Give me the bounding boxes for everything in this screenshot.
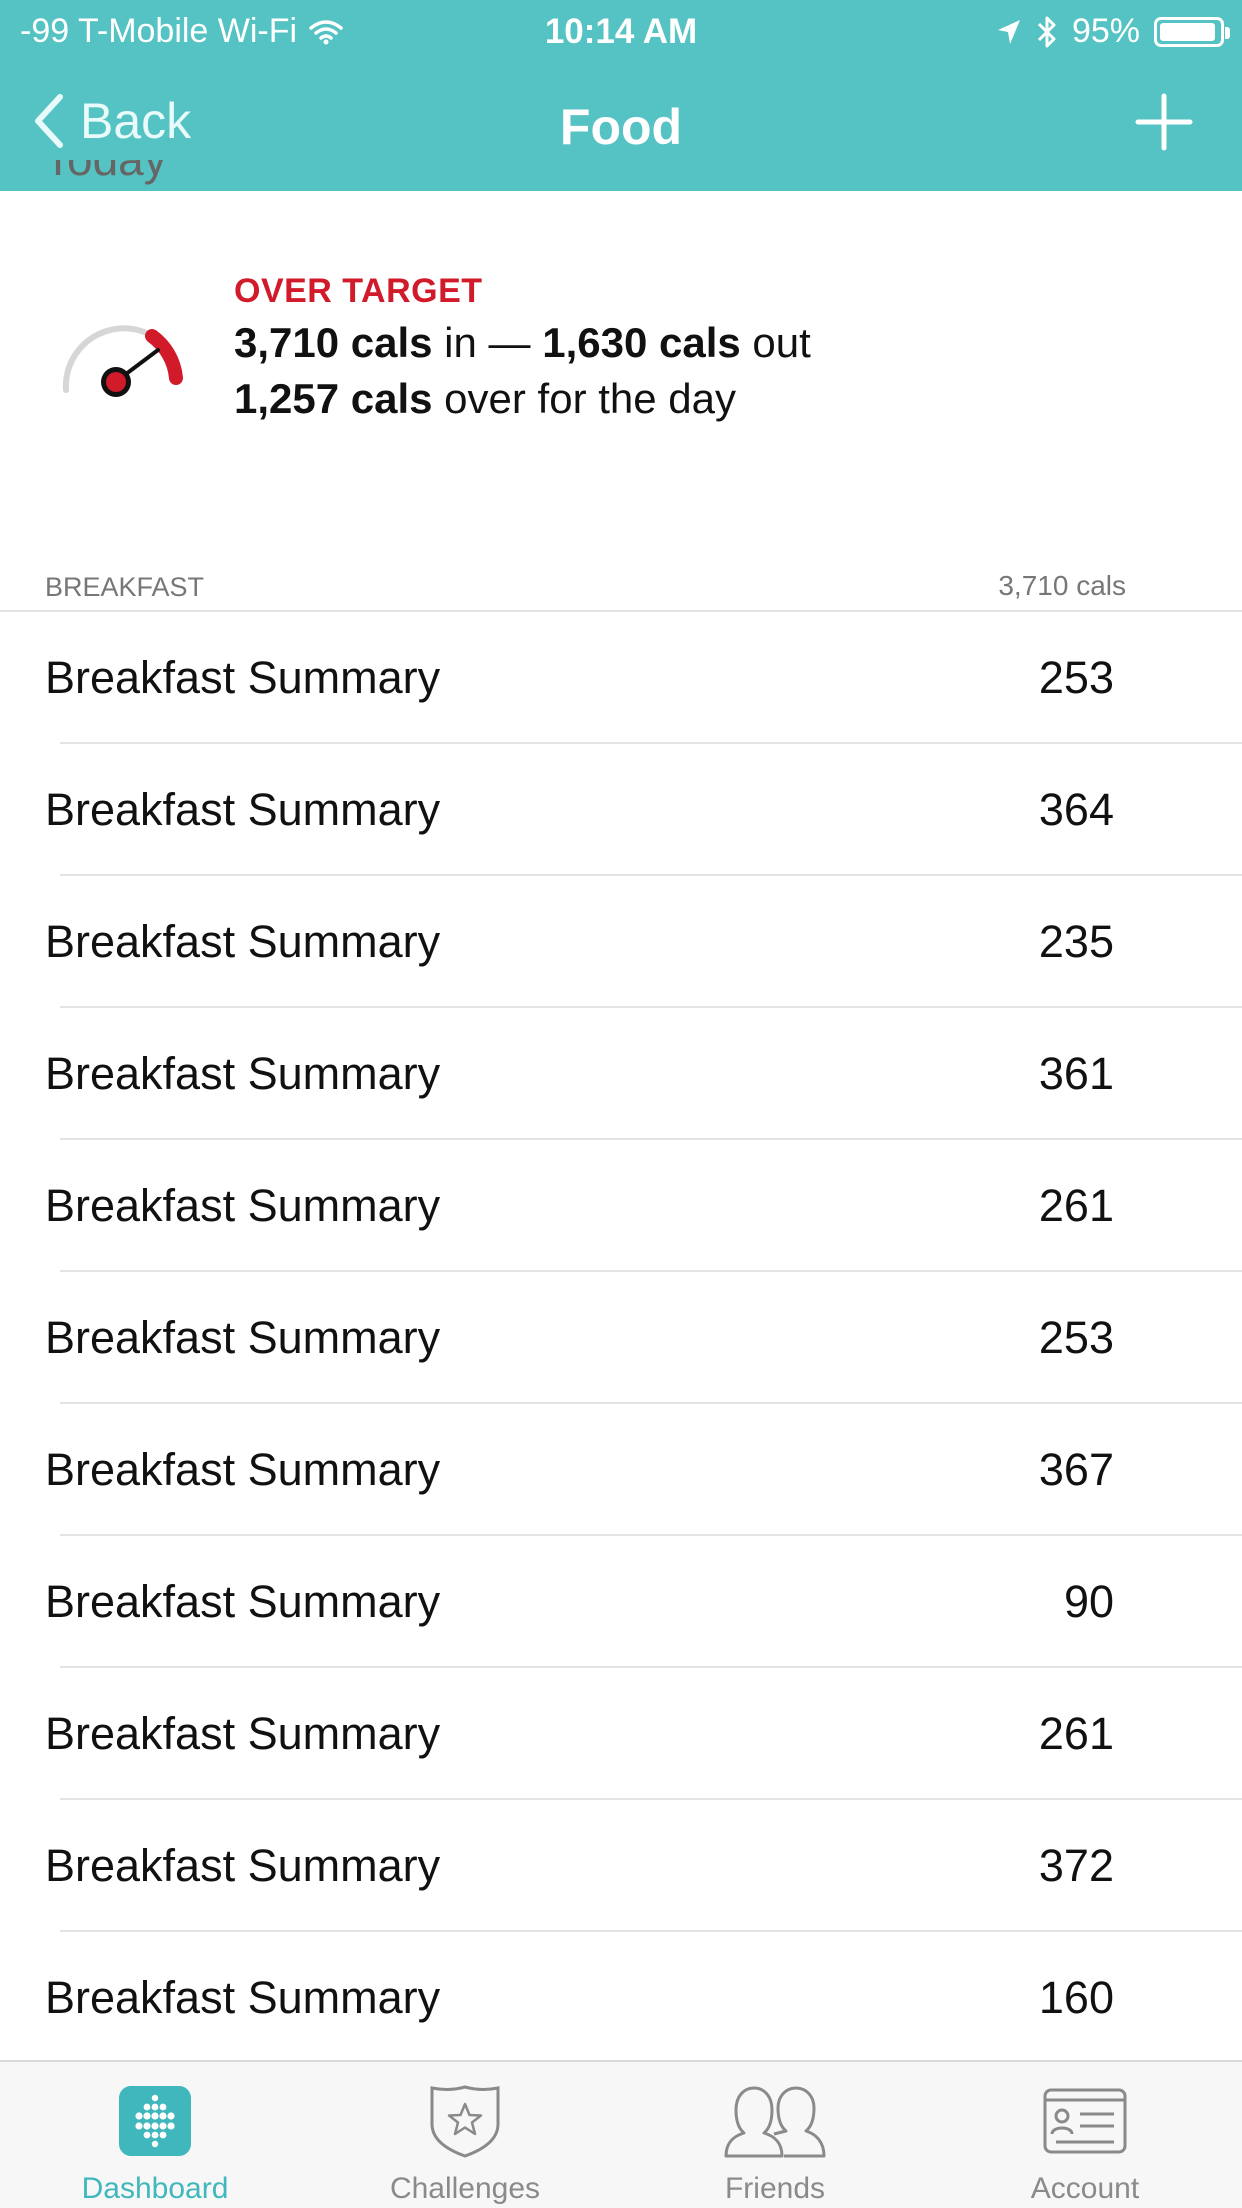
battery-percent: 95% [1071,12,1140,50]
carrier-label: -99 T-Mobile Wi-Fi [20,12,298,50]
list-item[interactable]: Breakfast Summary 253 [0,612,1242,744]
item-label: Breakfast Summary [45,1972,441,2023]
challenges-icon [430,2085,500,2158]
status-left: -99 T-Mobile Wi-Fi [20,12,343,51]
list-item[interactable]: Breakfast Summary 372 [0,1800,1242,1932]
back-label: Back [80,93,192,149]
list-item[interactable]: Breakfast Summary 160 [0,1932,1242,2064]
over-text: over for the day [432,375,737,422]
list-item[interactable]: Breakfast Summary 261 [0,1140,1242,1272]
tab-label: Friends [724,2172,826,2205]
page-title: Food [559,99,683,155]
over-target-label: OVER TARGET [234,272,483,310]
gauge-icon [62,325,183,397]
dashboard-icon [119,2086,191,2156]
item-calories: 372 [1038,1840,1114,1891]
list-item[interactable]: Breakfast Summary 361 [0,1008,1242,1140]
item-calories: 160 [1038,1972,1114,2023]
app-header: -99 T-Mobile Wi-Fi 10:14 AM 95% [0,0,1242,191]
list-item[interactable]: Breakfast Summary 90 [0,1536,1242,1668]
cals-out-value: 1,630 cals [542,319,741,366]
summary-text: OVER TARGET 3,710 cals in — 1,630 cals o… [234,272,811,423]
item-calories: 261 [1038,1180,1114,1231]
item-label: Breakfast Summary [45,1048,441,1099]
item-label: Breakfast Summary [45,1840,441,1891]
list-item[interactable]: Breakfast Summary 367 [0,1404,1242,1536]
battery-fill [1160,22,1215,41]
item-label: Breakfast Summary [45,1312,441,1363]
item-calories: 367 [1038,1444,1114,1495]
item-calories: 364 [1038,784,1114,835]
tab-challenges[interactable]: Challenges [310,2062,620,2208]
wifi-icon [309,19,343,44]
list-item[interactable]: Breakfast Summary 235 [0,876,1242,1008]
item-calories: 235 [1038,916,1114,967]
section-header-breakfast: BREAKFAST 3,710 cals [0,564,1242,612]
add-button[interactable] [1134,92,1194,152]
item-label: Breakfast Summary [45,1444,441,1495]
calorie-summary: OVER TARGET 3,710 cals in — 1,630 cals o… [44,272,1194,442]
tab-label: Dashboard [81,2172,229,2205]
tab-friends[interactable]: Friends [620,2062,930,2208]
item-label: Breakfast Summary [45,916,441,967]
status-bar: -99 T-Mobile Wi-Fi 10:14 AM 95% [0,0,1242,62]
section-title: BREAKFAST [45,572,205,602]
location-arrow-icon [997,19,1020,44]
account-icon [1043,2088,1127,2154]
cals-over-value: 1,257 cals [234,375,433,422]
tab-label: Challenges [389,2172,541,2205]
list-item[interactable]: Breakfast Summary 261 [0,1668,1242,1800]
cals-in-value: 3,710 cals [234,319,433,366]
date-heading: Today [44,160,167,186]
battery-icon [1154,16,1230,47]
food-list: Breakfast Summary 253 Breakfast Summary 36… [0,612,1242,2064]
item-calories: 361 [1038,1048,1114,1099]
date-heading-partial: Today [44,160,167,202]
tab-label: Account [1030,2172,1140,2205]
section-total: 3,710 cals [998,570,1126,601]
list-item[interactable]: Breakfast Summary 364 [0,744,1242,876]
out-text: out [740,319,811,366]
item-label: Breakfast Summary [45,1180,441,1231]
cals-in-out-line: 3,710 cals in — 1,630 cals out [234,319,811,367]
list-item[interactable]: Breakfast Summary 253 [0,1272,1242,1404]
item-calories: 253 [1038,1312,1114,1363]
item-label: Breakfast Summary [45,1576,441,1627]
chevron-left-icon [35,94,63,148]
item-calories: 253 [1038,652,1114,703]
item-label: Breakfast Summary [45,784,441,835]
item-calories: 90 [1063,1576,1114,1627]
bluetooth-icon [1037,16,1056,47]
tab-account[interactable]: Account [930,2062,1240,2208]
item-label: Breakfast Summary [45,652,441,703]
status-time: 10:14 AM [544,12,698,51]
tab-dashboard[interactable]: Dashboard [0,2062,310,2208]
item-calories: 261 [1038,1708,1114,1759]
back-button[interactable]: Back [34,92,191,150]
nav-bar: Back Food [0,70,1242,185]
in-text: in — [432,319,543,366]
status-right: 95% [996,12,1230,51]
friends-icon [724,2086,826,2158]
tab-bar: Dashboard Challenges Friends Account [0,2060,1242,2208]
item-label: Breakfast Summary [45,1708,441,1759]
cals-over-line: 1,257 cals over for the day [234,375,811,423]
